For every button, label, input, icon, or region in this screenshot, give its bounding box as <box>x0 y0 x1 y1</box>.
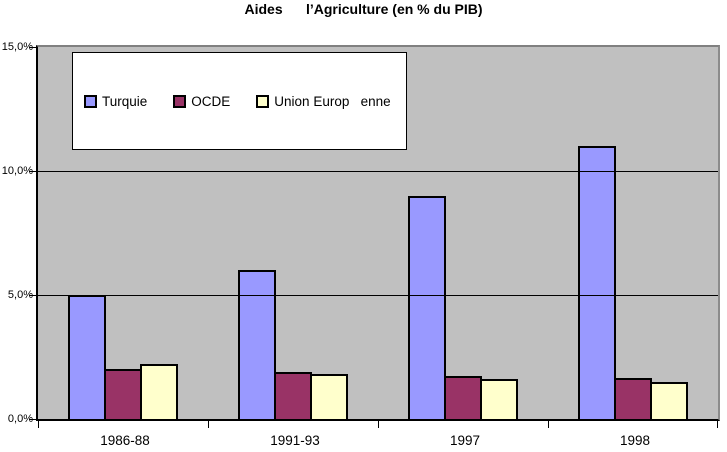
bar-ocde-1997 <box>444 376 482 419</box>
bars-layer <box>38 47 718 419</box>
x-axis-label-1986-88: 1986-88 <box>100 433 150 448</box>
y-axis-tick-15 <box>29 47 36 48</box>
legend-swatch-icon <box>173 94 187 108</box>
bar-union-europ-enne-1997 <box>480 379 518 419</box>
bar-turquie-1997 <box>408 196 446 419</box>
x-axis-tick-0 <box>38 421 39 428</box>
legend-item-ocde: OCDE <box>173 94 230 109</box>
y-axis-label-10: 10,0% <box>1 165 33 177</box>
x-axis-tick-2 <box>378 421 379 428</box>
bar-union-europ-enne-1991-93 <box>310 374 348 419</box>
bar-ocde-1991-93 <box>274 372 312 419</box>
x-axis-label-1998: 1998 <box>619 433 651 448</box>
bar-turquie-1991-93 <box>238 270 276 419</box>
bar-group-1991-93 <box>208 47 378 419</box>
x-axis-tick-3 <box>548 421 549 428</box>
y-axis-label-5: 5,0% <box>7 289 33 301</box>
legend-label: OCDE <box>191 93 231 109</box>
bar-turquie-1998 <box>578 146 616 419</box>
bar-group-1997 <box>378 47 548 419</box>
y-axis-tick-10 <box>29 171 36 172</box>
bar-group-1998 <box>548 47 718 419</box>
bar-union-europ-enne-1986-88 <box>140 364 178 419</box>
bar-union-europ-enne-1998 <box>650 382 688 419</box>
y-axis-tick-5 <box>29 295 36 296</box>
bar-group-1986-88 <box>38 47 208 419</box>
chart-title: Aides l’Agriculture (en % du PIB) <box>244 1 483 17</box>
legend-label: Turquie <box>102 93 148 109</box>
legend-label: Union Europ enne <box>274 93 391 109</box>
legend-swatch-icon <box>256 94 270 108</box>
y-axis-tick-0 <box>29 419 36 420</box>
legend-item-turquie: Turquie <box>84 94 147 109</box>
legend: Turquie OCDE Union Europ enne <box>72 52 407 150</box>
bar-turquie-1986-88 <box>68 295 106 419</box>
x-axis-label-1997: 1997 <box>449 433 481 448</box>
bar-ocde-1986-88 <box>104 369 142 419</box>
legend-item-union-europ-enne: Union Europ enne <box>256 93 391 109</box>
gridline-10 <box>38 171 718 172</box>
legend-swatch-icon <box>84 94 97 108</box>
x-axis-tick-4 <box>717 421 718 428</box>
x-axis-tick-1 <box>208 421 209 428</box>
bar-ocde-1998 <box>614 378 652 419</box>
y-axis-label-0: 0,0% <box>7 413 33 425</box>
gridline-5 <box>38 295 718 296</box>
x-axis-label-1991-93: 1991-93 <box>270 433 320 448</box>
y-axis-label-15: 15,0% <box>1 41 33 53</box>
